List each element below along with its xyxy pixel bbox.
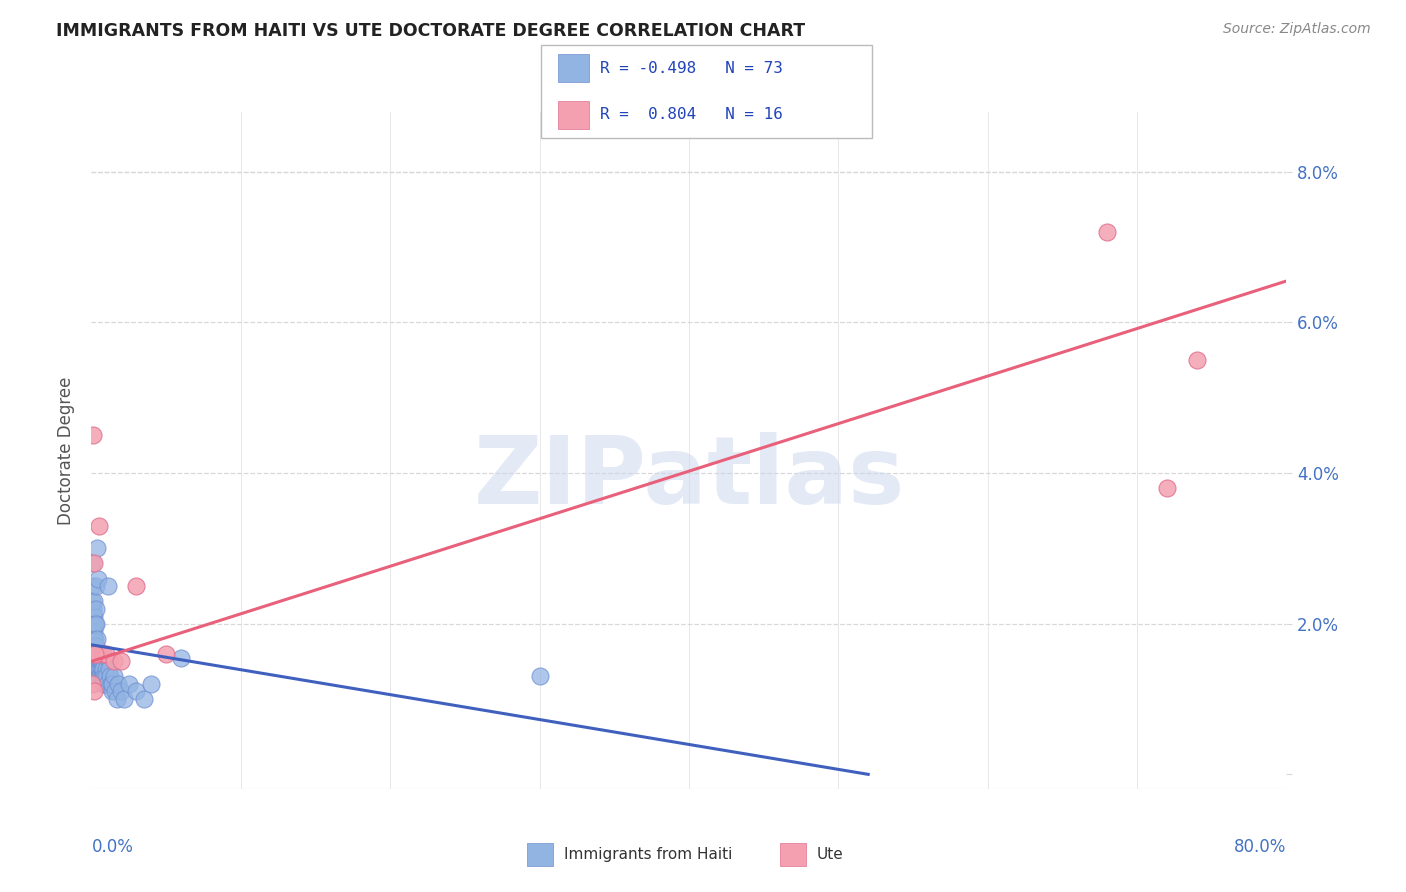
Point bbox=[89, 669, 111, 683]
Point bbox=[83, 684, 105, 698]
Point bbox=[83, 594, 105, 608]
Point bbox=[86, 654, 108, 668]
Point bbox=[84, 616, 107, 631]
Point bbox=[97, 654, 120, 668]
Point bbox=[82, 579, 104, 593]
Point bbox=[82, 632, 104, 646]
Point bbox=[141, 677, 162, 691]
Point bbox=[96, 669, 118, 683]
Point bbox=[87, 662, 110, 676]
Point bbox=[86, 654, 108, 668]
Point bbox=[82, 616, 104, 631]
Y-axis label: Doctorate Degree: Doctorate Degree bbox=[58, 376, 76, 524]
Point bbox=[90, 654, 112, 668]
Point bbox=[90, 662, 112, 676]
Point bbox=[125, 684, 148, 698]
Text: IMMIGRANTS FROM HAITI VS UTE DOCTORATE DEGREE CORRELATION CHART: IMMIGRANTS FROM HAITI VS UTE DOCTORATE D… bbox=[56, 22, 806, 40]
Point bbox=[170, 650, 193, 665]
Point bbox=[83, 632, 105, 646]
Point bbox=[82, 677, 104, 691]
Point bbox=[84, 647, 107, 661]
Point bbox=[110, 654, 132, 668]
Point bbox=[82, 624, 104, 639]
Point bbox=[86, 640, 108, 654]
Point bbox=[1156, 481, 1178, 495]
Point bbox=[89, 647, 111, 661]
Point bbox=[82, 428, 104, 442]
Point bbox=[83, 640, 105, 654]
Point bbox=[86, 572, 108, 586]
Point bbox=[91, 662, 114, 676]
Point bbox=[83, 616, 105, 631]
Point bbox=[82, 640, 104, 654]
Point bbox=[84, 647, 107, 661]
Point bbox=[97, 579, 120, 593]
Point bbox=[118, 677, 141, 691]
Point bbox=[103, 669, 125, 683]
Point bbox=[82, 594, 104, 608]
Point bbox=[89, 654, 111, 668]
Point bbox=[94, 677, 117, 691]
Text: 80.0%: 80.0% bbox=[1234, 838, 1286, 856]
Point bbox=[89, 669, 111, 683]
Point bbox=[83, 647, 105, 661]
Text: R = -0.498   N = 73: R = -0.498 N = 73 bbox=[600, 61, 783, 76]
Point bbox=[132, 692, 155, 706]
Point bbox=[93, 647, 115, 661]
Point bbox=[91, 669, 114, 683]
Point bbox=[94, 662, 117, 676]
Text: Source: ZipAtlas.com: Source: ZipAtlas.com bbox=[1223, 22, 1371, 37]
Point bbox=[82, 609, 104, 624]
Point bbox=[84, 616, 107, 631]
Point bbox=[84, 647, 107, 661]
Point bbox=[100, 677, 122, 691]
Point bbox=[100, 684, 122, 698]
Point bbox=[84, 601, 107, 615]
Point bbox=[87, 654, 110, 668]
Point bbox=[87, 662, 110, 676]
Point bbox=[101, 677, 124, 691]
Point bbox=[104, 684, 127, 698]
Text: Immigrants from Haiti: Immigrants from Haiti bbox=[564, 847, 733, 862]
Point bbox=[110, 684, 132, 698]
Point bbox=[98, 669, 121, 683]
Point bbox=[96, 677, 118, 691]
Point bbox=[83, 609, 105, 624]
Text: ZIPatlas: ZIPatlas bbox=[474, 432, 904, 524]
Point bbox=[112, 692, 135, 706]
Point bbox=[90, 669, 112, 683]
Point bbox=[86, 632, 108, 646]
Point bbox=[105, 692, 128, 706]
Point bbox=[103, 654, 125, 668]
Point bbox=[83, 557, 105, 571]
Point bbox=[125, 579, 148, 593]
Point bbox=[91, 677, 114, 691]
Text: 0.0%: 0.0% bbox=[91, 838, 134, 856]
Point bbox=[529, 669, 551, 683]
Point bbox=[83, 647, 105, 661]
Point bbox=[87, 518, 110, 533]
Text: Ute: Ute bbox=[817, 847, 844, 862]
Point bbox=[96, 647, 118, 661]
Point bbox=[84, 579, 107, 593]
Point bbox=[86, 647, 108, 661]
Point bbox=[86, 541, 108, 556]
Point bbox=[90, 654, 112, 668]
Point bbox=[107, 677, 129, 691]
Point bbox=[82, 557, 104, 571]
Point bbox=[84, 654, 107, 668]
Point bbox=[98, 662, 121, 676]
Point bbox=[83, 624, 105, 639]
Point bbox=[82, 601, 104, 615]
Point bbox=[82, 616, 104, 631]
Text: R =  0.804   N = 16: R = 0.804 N = 16 bbox=[600, 107, 783, 122]
Point bbox=[82, 640, 104, 654]
Point bbox=[1097, 225, 1119, 239]
Point bbox=[87, 647, 110, 661]
Point bbox=[1185, 353, 1208, 368]
Point bbox=[84, 632, 107, 646]
Point bbox=[93, 669, 115, 683]
Point bbox=[93, 662, 115, 676]
Point bbox=[155, 647, 177, 661]
